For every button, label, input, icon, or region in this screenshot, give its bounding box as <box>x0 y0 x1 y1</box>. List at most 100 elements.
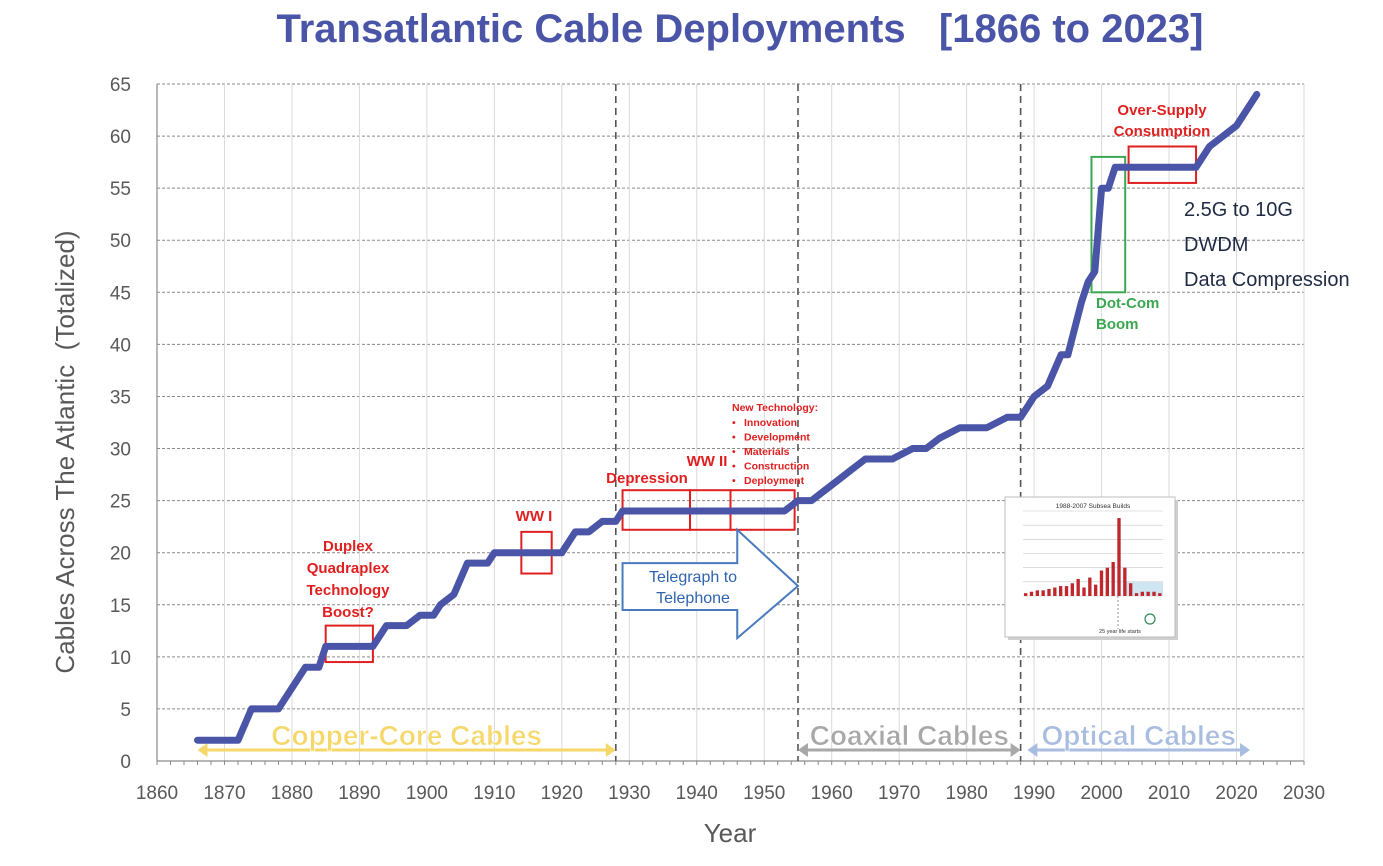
era-arrowhead-right <box>605 743 616 757</box>
x-tick-label: 1920 <box>541 783 583 804</box>
x-tick-label: 1980 <box>946 783 988 804</box>
y-tick-label: 10 <box>110 648 131 669</box>
ww2-label: WW II <box>687 453 728 470</box>
inset-bar <box>1152 591 1156 596</box>
new-technology-item: Deployment <box>744 475 805 487</box>
y-axis-label: Cables Across The Atlantic (Totalized) <box>50 230 80 673</box>
era-arrowhead-right <box>1010 743 1021 757</box>
inset-frame <box>1004 496 1176 638</box>
data-point <box>439 604 441 606</box>
y-tick-label: 30 <box>110 440 131 461</box>
data-point <box>1033 395 1035 397</box>
data-point <box>986 427 988 429</box>
inset-bar <box>1082 587 1086 596</box>
era-arrowhead-right <box>1240 743 1251 757</box>
new-technology-title: New Technology: <box>732 402 818 414</box>
x-tick-label: 1910 <box>473 783 515 804</box>
inset-bar <box>1105 567 1109 596</box>
dotcom-label-line: Boom <box>1096 316 1139 333</box>
new-technology-item: Innovation <box>744 417 797 429</box>
data-point <box>1101 187 1103 189</box>
x-tick-label: 1870 <box>203 783 245 804</box>
x-tick-label: 2010 <box>1148 783 1190 804</box>
data-point <box>325 645 327 647</box>
data-point <box>851 468 853 470</box>
new-technology-bullet: • <box>732 432 736 444</box>
data-point <box>304 666 306 668</box>
inset-bar <box>1134 593 1139 596</box>
data-point <box>1080 302 1082 304</box>
data-point <box>864 458 866 460</box>
data-point <box>1236 125 1238 127</box>
x-tick-label: 1880 <box>271 783 313 804</box>
data-point <box>959 427 961 429</box>
data-point <box>1121 166 1123 168</box>
y-tick-label: 0 <box>120 752 131 773</box>
inset-bar <box>1117 518 1121 596</box>
tech-note-line: Data Compression <box>1184 269 1350 291</box>
y-tick-label: 45 <box>110 283 131 304</box>
inset-bar <box>1053 587 1057 596</box>
x-axis-label: Year <box>704 818 757 848</box>
x-tick-label: 1950 <box>743 783 785 804</box>
chart-title: Transatlantic Cable Deployments [1866 to… <box>276 7 1203 51</box>
boost-label-line: Duplex <box>323 538 374 555</box>
era-label-copper-core: Copper-Core Cables <box>271 720 542 751</box>
x-tick-label: 1960 <box>811 783 853 804</box>
boost-label-line: Quadraplex <box>307 560 390 577</box>
tech-note-line: DWDM <box>1184 234 1248 256</box>
data-point <box>466 562 468 564</box>
y-tick-label: 60 <box>110 127 131 148</box>
inset-bar <box>1076 579 1080 596</box>
telegraph-arrow: Telegraph to Telephone <box>621 527 800 641</box>
data-point <box>925 448 927 450</box>
new-technology-item: Development <box>744 432 810 444</box>
inset-title: 1988-2007 Subsea Builds <box>1056 503 1131 510</box>
era-arrowhead-left <box>1027 743 1038 757</box>
boost-label-line: Boost? <box>322 604 374 621</box>
inset-subsea-builds-chart: 1988-2007 Subsea Builds 25 year life star… <box>1004 496 1178 640</box>
inset-bar <box>1158 593 1162 596</box>
series-group <box>194 90 1261 744</box>
data-point <box>912 448 914 450</box>
data-point <box>277 708 279 710</box>
inset-bar <box>1129 583 1133 596</box>
telegraph-arrow-shape <box>621 527 800 641</box>
data-point <box>601 520 603 522</box>
inset-bar <box>1111 562 1115 596</box>
x-tick-labels: 1860 1870 1880 1890 1900 1910 1920 1930 1940 1950… <box>136 783 1325 804</box>
data-point <box>493 552 495 554</box>
data-point <box>1107 187 1109 189</box>
new-technology-bullet: • <box>732 417 736 429</box>
data-point <box>196 739 198 741</box>
data-point <box>574 531 576 533</box>
data-point <box>487 562 489 564</box>
grid <box>157 83 1305 761</box>
inset-bar <box>1047 588 1051 596</box>
y-tick-label: 25 <box>110 492 131 513</box>
data-point <box>1020 416 1022 418</box>
data-point <box>1128 166 1130 168</box>
inset-bar <box>1070 583 1074 596</box>
data-point <box>1256 93 1258 95</box>
new-technology-item: Materials <box>744 446 790 458</box>
data-point <box>878 458 880 460</box>
data-point <box>1209 145 1211 147</box>
new-technology-item: Construction <box>744 461 809 473</box>
data-point <box>547 552 549 554</box>
data-point <box>433 614 435 616</box>
data-point <box>783 510 785 512</box>
x-tick-label: 2000 <box>1080 783 1122 804</box>
new-technology-bullet: • <box>732 461 736 473</box>
axes <box>156 84 1305 765</box>
dotcom-label-line: Dot-Com <box>1096 295 1159 312</box>
data-point <box>1047 385 1049 387</box>
data-point <box>810 500 812 502</box>
oversupply-label-line: Over-Supply <box>1117 102 1207 119</box>
data-point <box>1114 166 1116 168</box>
y-tick-label: 65 <box>110 75 131 96</box>
era-labels: Copper-Core Cables Coaxial Cables Optical … <box>197 720 1251 757</box>
series-line-cables <box>194 90 1261 744</box>
y-tick-label: 50 <box>110 231 131 252</box>
